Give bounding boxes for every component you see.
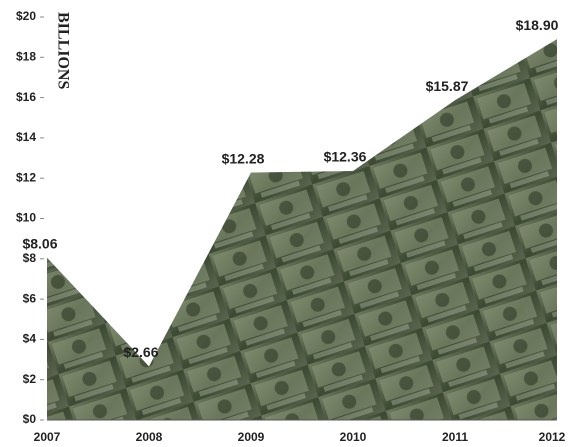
x-tick-label: 2010 <box>340 430 367 444</box>
y-tick-label: $4 <box>23 332 37 346</box>
value-label: $12.28 <box>222 150 265 166</box>
value-label: $12.36 <box>324 149 367 165</box>
x-tick-label: 2007 <box>34 430 61 444</box>
x-tick-label: 2012 <box>539 430 566 444</box>
x-tick-label: 2008 <box>136 430 163 444</box>
y-tick-label: $14 <box>16 130 36 144</box>
y-tick-label: $2 <box>23 372 37 386</box>
value-label: $15.87 <box>426 78 469 94</box>
y-axis-label: BILLIONS <box>54 12 71 89</box>
y-tick-label: $12 <box>16 170 36 184</box>
value-label: $18.90 <box>516 17 559 33</box>
y-tick-label: $0 <box>23 412 37 426</box>
value-label: $2.66 <box>123 344 158 360</box>
value-label: $8.06 <box>22 235 57 251</box>
y-tick-label: $16 <box>16 90 36 104</box>
y-tick-label: $6 <box>23 291 37 305</box>
y-tick-label: $20 <box>16 9 36 23</box>
x-tick-label: 2009 <box>238 430 265 444</box>
y-tick-label: $18 <box>16 49 36 63</box>
area <box>47 39 557 420</box>
x-tick-label: 2011 <box>442 430 468 444</box>
y-tick-label: $8 <box>23 251 37 265</box>
y-tick-label: $10 <box>16 211 36 225</box>
